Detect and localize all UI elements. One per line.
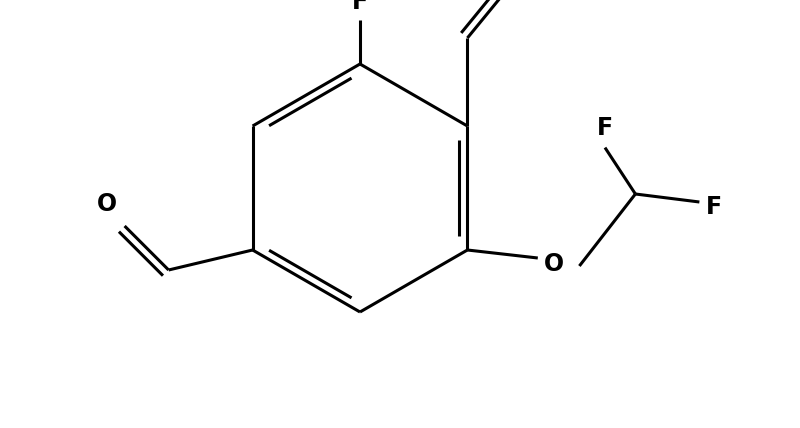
- Text: O: O: [544, 253, 564, 276]
- Text: F: F: [597, 116, 613, 140]
- Text: O: O: [97, 193, 117, 217]
- Text: F: F: [706, 195, 722, 219]
- Text: F: F: [352, 0, 368, 15]
